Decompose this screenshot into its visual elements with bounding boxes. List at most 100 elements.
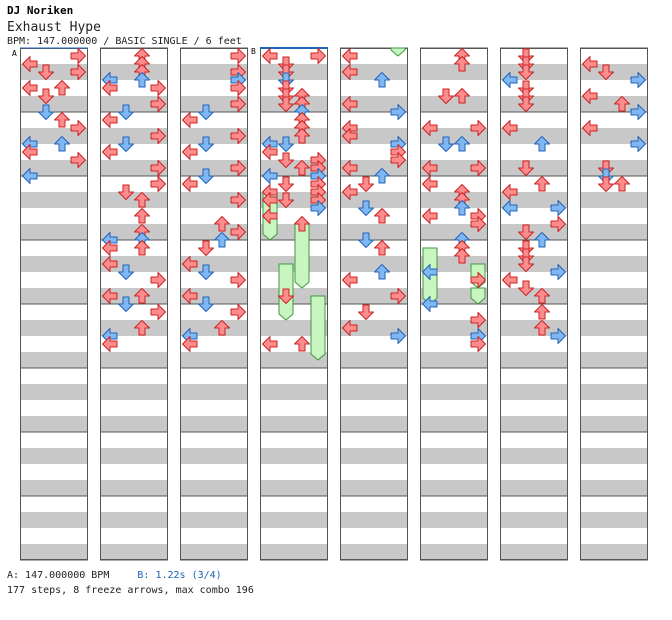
left-arrow (422, 296, 438, 312)
stop-text: B: 1.22s (3/4) (137, 570, 222, 581)
freeze-arrow (470, 287, 486, 305)
left-arrow (502, 120, 518, 136)
left-arrow (342, 184, 358, 200)
down-arrow (198, 240, 214, 256)
right-arrow (150, 96, 166, 112)
left-arrow (582, 56, 598, 72)
down-arrow (278, 80, 294, 96)
down-arrow (518, 240, 534, 256)
down-arrow (278, 64, 294, 80)
up-arrow (454, 136, 470, 152)
right-arrow (230, 128, 246, 144)
right-arrow (630, 72, 646, 88)
chart-info: BPM: 147.000000 / BASIC SINGLE / 6 feet (7, 36, 242, 47)
left-arrow (102, 240, 118, 256)
left-arrow (102, 112, 118, 128)
up-arrow (374, 168, 390, 184)
arrow-layer (22, 48, 646, 352)
up-arrow (54, 112, 70, 128)
down-arrow (198, 296, 214, 312)
down-arrow (38, 64, 54, 80)
chart-column (20, 47, 88, 561)
up-arrow (214, 232, 230, 248)
up-arrow (214, 320, 230, 336)
down-arrow (278, 136, 294, 152)
up-arrow (534, 304, 550, 320)
left-arrow (182, 112, 198, 128)
down-arrow (278, 56, 294, 72)
down-arrow (198, 104, 214, 120)
song-title: Exhaust Hype (7, 20, 101, 35)
left-arrow (342, 64, 358, 80)
down-arrow (198, 168, 214, 184)
up-arrow (134, 288, 150, 304)
right-arrow (70, 48, 86, 64)
down-arrow (518, 80, 534, 96)
left-arrow (342, 160, 358, 176)
up-arrow (454, 56, 470, 72)
left-arrow (342, 320, 358, 336)
down-arrow (118, 184, 134, 200)
down-arrow (598, 160, 614, 176)
up-arrow (454, 248, 470, 264)
down-arrow (118, 136, 134, 152)
left-arrow (22, 80, 38, 96)
up-arrow (374, 264, 390, 280)
right-arrow (230, 304, 246, 320)
right-arrow (470, 272, 486, 288)
left-arrow (422, 208, 438, 224)
artist-name: DJ Noriken (7, 4, 74, 17)
left-arrow (182, 288, 198, 304)
down-arrow (278, 72, 294, 88)
left-arrow (422, 120, 438, 136)
up-arrow (54, 80, 70, 96)
down-arrow (598, 176, 614, 192)
freeze-arrow (390, 47, 406, 57)
down-arrow (518, 64, 534, 80)
left-arrow (22, 144, 38, 160)
right-arrow (230, 192, 246, 208)
left-arrow (582, 88, 598, 104)
freeze-arrow (294, 223, 310, 289)
down-arrow (518, 256, 534, 272)
left-arrow (102, 336, 118, 352)
down-arrow (518, 280, 534, 296)
down-arrow (598, 64, 614, 80)
freeze-layer (262, 47, 486, 361)
right-arrow (630, 136, 646, 152)
chart-background (20, 47, 648, 561)
down-arrow (518, 96, 534, 112)
right-arrow (390, 152, 406, 168)
chart-column (500, 47, 568, 561)
left-arrow (422, 160, 438, 176)
left-arrow (22, 56, 38, 72)
left-arrow (582, 120, 598, 136)
right-arrow (470, 120, 486, 136)
left-arrow (422, 264, 438, 280)
left-arrow (342, 272, 358, 288)
left-arrow (342, 128, 358, 144)
down-arrow (278, 96, 294, 112)
left-arrow (102, 80, 118, 96)
right-arrow (550, 216, 566, 232)
down-arrow (518, 48, 534, 64)
up-arrow (294, 216, 310, 232)
right-arrow (150, 128, 166, 144)
right-arrow (470, 216, 486, 232)
right-arrow (550, 264, 566, 280)
up-arrow (134, 208, 150, 224)
right-arrow (550, 328, 566, 344)
left-arrow (102, 256, 118, 272)
down-arrow (358, 304, 374, 320)
up-arrow (134, 240, 150, 256)
left-arrow (342, 48, 358, 64)
right-arrow (70, 64, 86, 80)
left-arrow (22, 168, 38, 184)
right-arrow (470, 336, 486, 352)
down-arrow (518, 88, 534, 104)
left-arrow (102, 288, 118, 304)
down-arrow (358, 232, 374, 248)
right-arrow (630, 104, 646, 120)
right-arrow (470, 312, 486, 328)
